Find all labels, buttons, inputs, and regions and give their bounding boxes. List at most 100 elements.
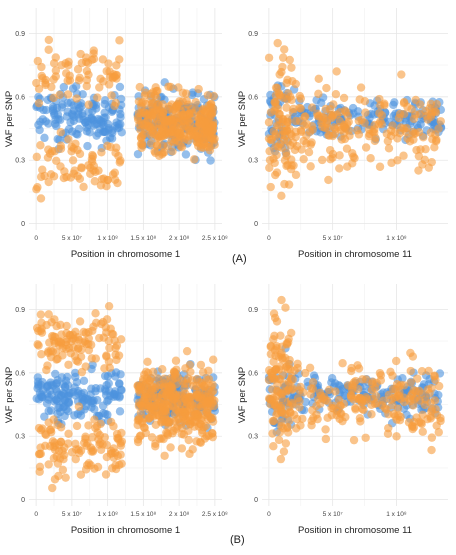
data-point xyxy=(292,414,302,424)
data-point xyxy=(74,402,84,411)
data-point xyxy=(266,349,276,359)
data-point xyxy=(300,121,309,130)
data-point xyxy=(386,367,395,377)
data-point xyxy=(71,336,80,345)
data-point xyxy=(277,422,286,431)
data-point xyxy=(90,177,99,186)
data-point xyxy=(390,98,399,107)
data-point xyxy=(49,454,59,463)
data-point xyxy=(281,439,291,448)
data-point xyxy=(397,70,406,79)
data-point xyxy=(409,114,419,124)
data-point xyxy=(206,156,215,165)
data-point xyxy=(436,117,445,126)
data-point xyxy=(314,74,323,84)
data-point xyxy=(102,328,111,337)
x-axis-title: Position in chromosome 11 xyxy=(298,525,412,536)
data-point xyxy=(430,371,439,380)
data-point xyxy=(399,393,409,402)
data-point xyxy=(104,301,114,311)
data-point xyxy=(112,429,122,439)
data-point xyxy=(54,341,64,350)
data-point xyxy=(282,339,291,348)
data-point xyxy=(177,399,187,408)
data-point xyxy=(108,170,118,179)
data-point xyxy=(173,373,183,382)
data-point xyxy=(354,364,364,373)
data-point xyxy=(43,153,53,162)
data-point xyxy=(62,69,71,78)
data-point xyxy=(49,75,58,84)
data-point xyxy=(426,414,435,423)
data-point xyxy=(141,390,151,399)
data-point xyxy=(403,102,412,111)
data-point xyxy=(100,371,110,381)
data-point xyxy=(283,114,293,123)
data-point xyxy=(307,421,316,430)
y-axis-title: VAF per SNP xyxy=(4,91,15,147)
data-point xyxy=(82,81,91,91)
data-point xyxy=(159,122,169,131)
data-point xyxy=(55,454,65,463)
data-point xyxy=(179,131,188,140)
data-point xyxy=(209,355,218,364)
data-point xyxy=(55,403,64,412)
data-point xyxy=(270,98,280,107)
data-point xyxy=(331,387,340,396)
data-point xyxy=(158,100,167,109)
data-point xyxy=(346,391,356,400)
data-point xyxy=(375,94,384,104)
data-point xyxy=(90,415,99,424)
data-point xyxy=(33,183,42,192)
data-point xyxy=(143,121,152,131)
data-point xyxy=(393,404,403,413)
data-point xyxy=(66,98,75,107)
data-point xyxy=(191,105,201,115)
data-point xyxy=(296,94,306,103)
data-point xyxy=(48,483,57,493)
y-tick-label: 0.3 xyxy=(248,434,258,441)
data-point xyxy=(90,405,99,414)
data-point xyxy=(98,440,107,449)
panel-label-b: (B) xyxy=(230,534,245,546)
data-point xyxy=(97,148,106,157)
x-tick-label: 1.5 x 10⁸ xyxy=(130,235,156,242)
data-point xyxy=(284,360,293,369)
data-point xyxy=(88,433,97,442)
x-tick-label: 1 x 10⁸ xyxy=(97,511,118,518)
data-point xyxy=(34,98,44,108)
data-point xyxy=(264,53,274,62)
data-point xyxy=(146,139,156,148)
x-tick-label: 0 xyxy=(267,235,271,242)
data-point xyxy=(84,339,93,349)
data-point xyxy=(273,38,282,48)
data-points xyxy=(264,295,445,464)
y-tick-label: 0.9 xyxy=(15,31,25,38)
data-point xyxy=(81,328,90,338)
data-point xyxy=(274,435,284,445)
y-tick-label: 0.6 xyxy=(15,94,25,101)
data-point xyxy=(177,419,186,428)
data-point xyxy=(99,77,108,86)
data-point xyxy=(295,403,304,412)
data-point xyxy=(358,404,367,414)
data-point xyxy=(36,172,46,182)
data-point xyxy=(76,411,86,420)
data-point xyxy=(278,53,288,62)
data-point xyxy=(318,155,327,165)
data-point xyxy=(157,418,166,427)
data-point xyxy=(312,401,321,411)
data-point xyxy=(367,400,376,409)
data-point xyxy=(36,194,46,203)
data-points xyxy=(264,38,446,201)
data-point xyxy=(136,408,146,417)
data-point xyxy=(88,360,97,370)
data-point xyxy=(418,427,427,436)
x-tick-label: 1 x 10⁸ xyxy=(97,235,118,242)
data-point xyxy=(152,93,161,103)
data-point xyxy=(149,367,158,376)
data-point xyxy=(276,331,285,340)
data-point xyxy=(182,89,191,98)
data-point xyxy=(185,449,194,459)
data-point xyxy=(295,103,304,113)
